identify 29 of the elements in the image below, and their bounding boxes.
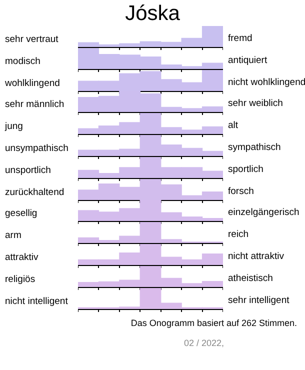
y-axis-title: unsympathisch xyxy=(5,143,68,154)
y2-axis-title: sehr intelligent xyxy=(228,294,290,306)
y-axis-title: religiös xyxy=(5,274,36,285)
y2-axis-title: reich xyxy=(228,229,249,240)
y2-axis-title: alt xyxy=(228,120,238,132)
y2-axis-title: sehr weiblich xyxy=(228,98,283,110)
y-axis-title: jung xyxy=(5,121,23,132)
y-axis-title: gesellig xyxy=(5,208,38,220)
y-axis-title: unsportlich xyxy=(5,164,51,176)
y2-axis-title: nicht wohlklingend xyxy=(228,76,305,88)
y2-axis-title: atheistisch xyxy=(228,272,273,284)
y-axis-title: wohlklingend xyxy=(5,78,60,89)
y2-axis-title: fremd xyxy=(228,33,252,44)
y2-axis-title: nicht attraktiv xyxy=(228,251,284,262)
chart-title: Jóska xyxy=(124,2,181,26)
y-axis-title: zurückhaltend xyxy=(5,186,64,198)
y2-axis-title: forsch xyxy=(228,186,254,197)
y2-axis-title: sympathisch xyxy=(228,142,281,153)
y-axis-title: sehr vertraut xyxy=(5,34,58,45)
y-axis-title: sehr männlich xyxy=(5,99,64,110)
y-axis-title: modisch xyxy=(5,56,40,67)
y2-axis-title: einzelgängerisch xyxy=(228,207,300,218)
y2-axis-title: sportlich xyxy=(228,164,264,175)
text: Das Onogramm basiert auf 262 Stimmen. xyxy=(130,318,297,328)
y-axis-title: nicht intelligent xyxy=(5,296,68,307)
text: 02 / 2022, xyxy=(184,338,224,348)
y2-axis-title: antiquiert xyxy=(228,54,268,66)
y-axis-title: arm xyxy=(5,230,22,242)
y-axis-title: attraktiv xyxy=(5,252,38,263)
